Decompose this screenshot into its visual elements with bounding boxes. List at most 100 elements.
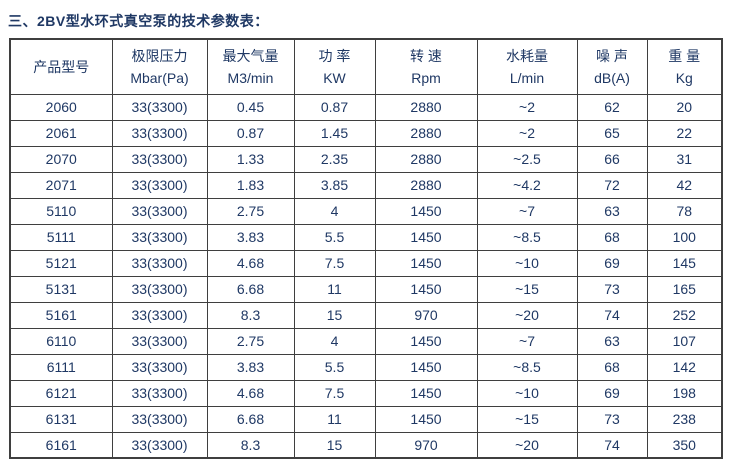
table-cell: 33(3300) [111,353,208,381]
table-row: 5110 33(3300) 2.75 4 1450 ~7 63 78 [9,197,723,225]
column-header-2: 最大气量 M3/min [206,38,295,95]
table-cell: ~8.5 [476,223,578,251]
table-cell: 3.83 [206,353,295,381]
table-cell: 1450 [374,275,478,303]
table-cell: 6161 [9,431,113,459]
table-cell: 1.33 [206,145,295,173]
table-cell: 1450 [374,327,478,355]
table-row: 6110 33(3300) 2.75 4 1450 ~7 63 107 [9,327,723,355]
table-cell: 1450 [374,379,478,407]
column-header-6: 噪 声 dB(A) [576,38,648,95]
column-unit: Mbar(Pa) [130,69,189,86]
table-cell: 11 [293,275,376,303]
column-name: 极限压力 [131,47,188,64]
table-cell: ~15 [476,275,578,303]
table-cell: 1450 [374,405,478,433]
table-cell: 74 [576,431,648,459]
table-cell: 22 [646,119,723,147]
table-row: 5111 33(3300) 3.83 5.5 1450 ~8.5 68 100 [9,223,723,251]
table-cell: 6.68 [206,275,295,303]
table-cell: 1450 [374,197,478,225]
table-cell: 0.87 [206,119,295,147]
table-cell: 73 [576,275,648,303]
table-cell: 5161 [9,301,113,329]
table-cell: 2060 [9,93,113,121]
column-name: 最大气量 [222,47,279,64]
table-cell: 33(3300) [111,197,208,225]
table-cell: 142 [646,353,723,381]
table-cell: 33(3300) [111,327,208,355]
table-row: 6161 33(3300) 8.3 15 970 ~20 74 350 [9,431,723,459]
table-cell: 33(3300) [111,171,208,199]
column-name: 噪 声 [596,47,628,64]
table-cell: 33(3300) [111,93,208,121]
table-cell: 1450 [374,249,478,277]
table-cell: 68 [576,223,648,251]
table-cell: 970 [374,431,478,459]
table-cell: 33(3300) [111,249,208,277]
table-cell: 8.3 [206,431,295,459]
table-cell: 0.87 [293,93,376,121]
table-cell: 65 [576,119,648,147]
column-name: 重 量 [668,47,701,64]
table-cell: 42 [646,171,723,199]
table-cell: 2880 [374,93,478,121]
column-unit: dB(A) [594,69,630,86]
table-cell: 15 [293,431,376,459]
table-cell: 2070 [9,145,113,173]
table-cell: 33(3300) [111,223,208,251]
table-cell: 5.5 [293,353,376,381]
table-cell: 2.35 [293,145,376,173]
table-row: 2071 33(3300) 1.83 3.85 2880 ~4.2 72 42 [9,171,723,199]
column-header-5: 水耗量 L/min [476,38,578,95]
column-unit: Rpm [411,69,441,86]
table-cell: 73 [576,405,648,433]
table-cell: ~4.2 [476,171,578,199]
table-row: 5121 33(3300) 4.68 7.5 1450 ~10 69 145 [9,249,723,277]
table-cell: 252 [646,301,723,329]
table-cell: 4.68 [206,379,295,407]
column-unit: M3/min [227,69,274,86]
table-cell: ~7 [476,197,578,225]
table-cell: 74 [576,301,648,329]
column-unit: KW [323,69,346,86]
table-cell: 63 [576,327,648,355]
table-body: 2060 33(3300) 0.45 0.87 2880 ~2 62 20 2061 33(330… [9,93,723,459]
table-cell: ~2 [476,119,578,147]
table-cell: 33(3300) [111,275,208,303]
table-cell: 107 [646,327,723,355]
table-cell: 78 [646,197,723,225]
table-cell: 33(3300) [111,405,208,433]
table-cell: 238 [646,405,723,433]
table-cell: 63 [576,197,648,225]
column-header-7: 重 量 Kg [646,38,723,95]
table-cell: 62 [576,93,648,121]
table-row: 2060 33(3300) 0.45 0.87 2880 ~2 62 20 [9,93,723,121]
column-name: 水耗量 [506,47,548,64]
table-cell: 33(3300) [111,431,208,459]
column-unit: L/min [509,69,545,86]
table-cell: 1.83 [206,171,295,199]
table-cell: 4 [293,197,376,225]
table-cell: 2071 [9,171,113,199]
table-cell: 0.45 [206,93,295,121]
table-cell: 20 [646,93,723,121]
table-cell: 6121 [9,379,113,407]
table-row: 5161 33(3300) 8.3 15 970 ~20 74 252 [9,301,723,329]
table-cell: 5.5 [293,223,376,251]
table-cell: 5110 [9,197,113,225]
table-row: 6121 33(3300) 4.68 7.5 1450 ~10 69 198 [9,379,723,407]
table-cell: ~10 [476,379,578,407]
table-cell: 1450 [374,353,478,381]
table-row: 5131 33(3300) 6.68 11 1450 ~15 73 165 [9,275,723,303]
table-row: 2061 33(3300) 0.87 1.45 2880 ~2 65 22 [9,119,723,147]
table-cell: 5111 [9,223,113,251]
table-cell: 350 [646,431,723,459]
table-cell: 33(3300) [111,301,208,329]
table-cell: 69 [576,249,648,277]
table-cell: ~10 [476,249,578,277]
table-cell: 6.68 [206,405,295,433]
table-cell: 2880 [374,171,478,199]
table-cell: ~20 [476,431,578,459]
table-row: 2070 33(3300) 1.33 2.35 2880 ~2.5 66 31 [9,145,723,173]
